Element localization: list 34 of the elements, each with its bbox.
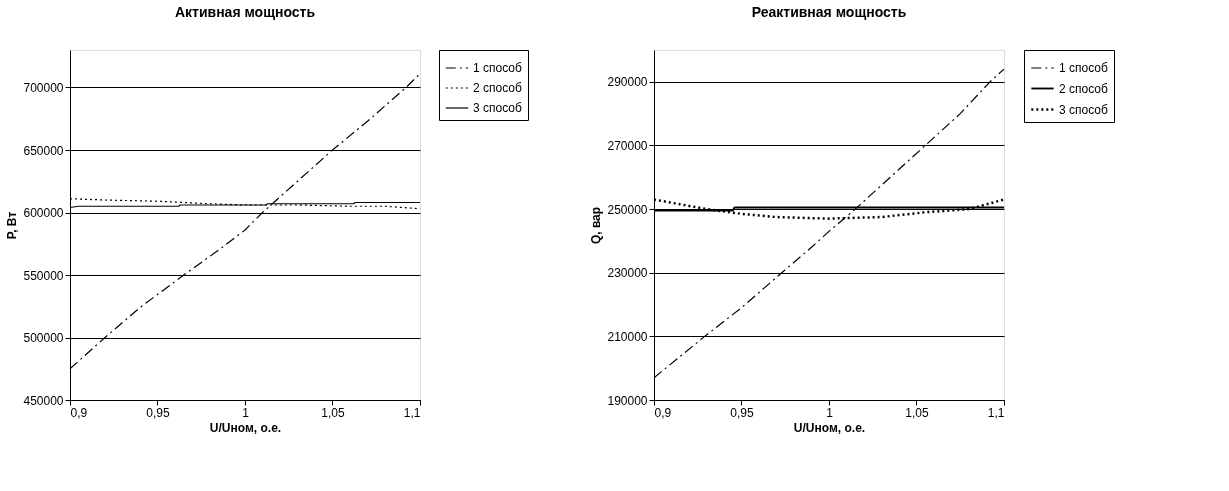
y-tick-label: 700000: [23, 81, 64, 95]
x-tick-label: 1,1: [403, 405, 421, 420]
y-tick-label: 230000: [607, 266, 648, 281]
x-tick-label: 1,1: [987, 405, 1005, 420]
y-tick-label: 270000: [607, 138, 648, 153]
y-axis-title: Q, вар: [589, 206, 604, 245]
x-tick-label: 1,05: [905, 405, 929, 420]
legend-label: 3 способ: [473, 101, 522, 115]
x-axis-title: U/Uном, о.е.: [209, 420, 282, 435]
x-axis-title: U/Uном, о.е.: [793, 420, 866, 435]
x-tick-label: 0,9: [654, 405, 672, 420]
chart-title: Реактивная мощность: [751, 3, 907, 20]
y-tick-label: 250000: [607, 202, 648, 217]
y-tick-label: 190000: [607, 393, 648, 408]
y-tick-label: 550000: [23, 268, 64, 283]
y-tick-label: 290000: [607, 75, 648, 90]
x-tick-label: 1,05: [321, 405, 345, 420]
y-tick-label: 450000: [23, 393, 64, 408]
legend-label: 3 способ: [1059, 102, 1108, 117]
legend-label: 1 способ: [473, 61, 522, 75]
x-tick-label: 1: [242, 405, 250, 420]
x-tick-label: 0,9: [70, 405, 88, 420]
legend-label: 2 способ: [473, 81, 522, 95]
y-tick-label: 650000: [23, 143, 64, 158]
x-tick-label: 0,95: [730, 405, 754, 420]
y-tick-label: 600000: [23, 206, 64, 220]
y-tick-label: 500000: [23, 331, 64, 345]
legend-label: 1 способ: [1059, 61, 1108, 75]
legend-label: 2 способ: [1059, 81, 1108, 96]
y-axis-title: P, Вт: [5, 211, 20, 240]
y-tick-label: 210000: [607, 329, 648, 344]
chart-title: Активная мощность: [174, 3, 316, 20]
x-tick-label: 1: [826, 405, 834, 420]
x-tick-label: 0,95: [146, 405, 170, 420]
